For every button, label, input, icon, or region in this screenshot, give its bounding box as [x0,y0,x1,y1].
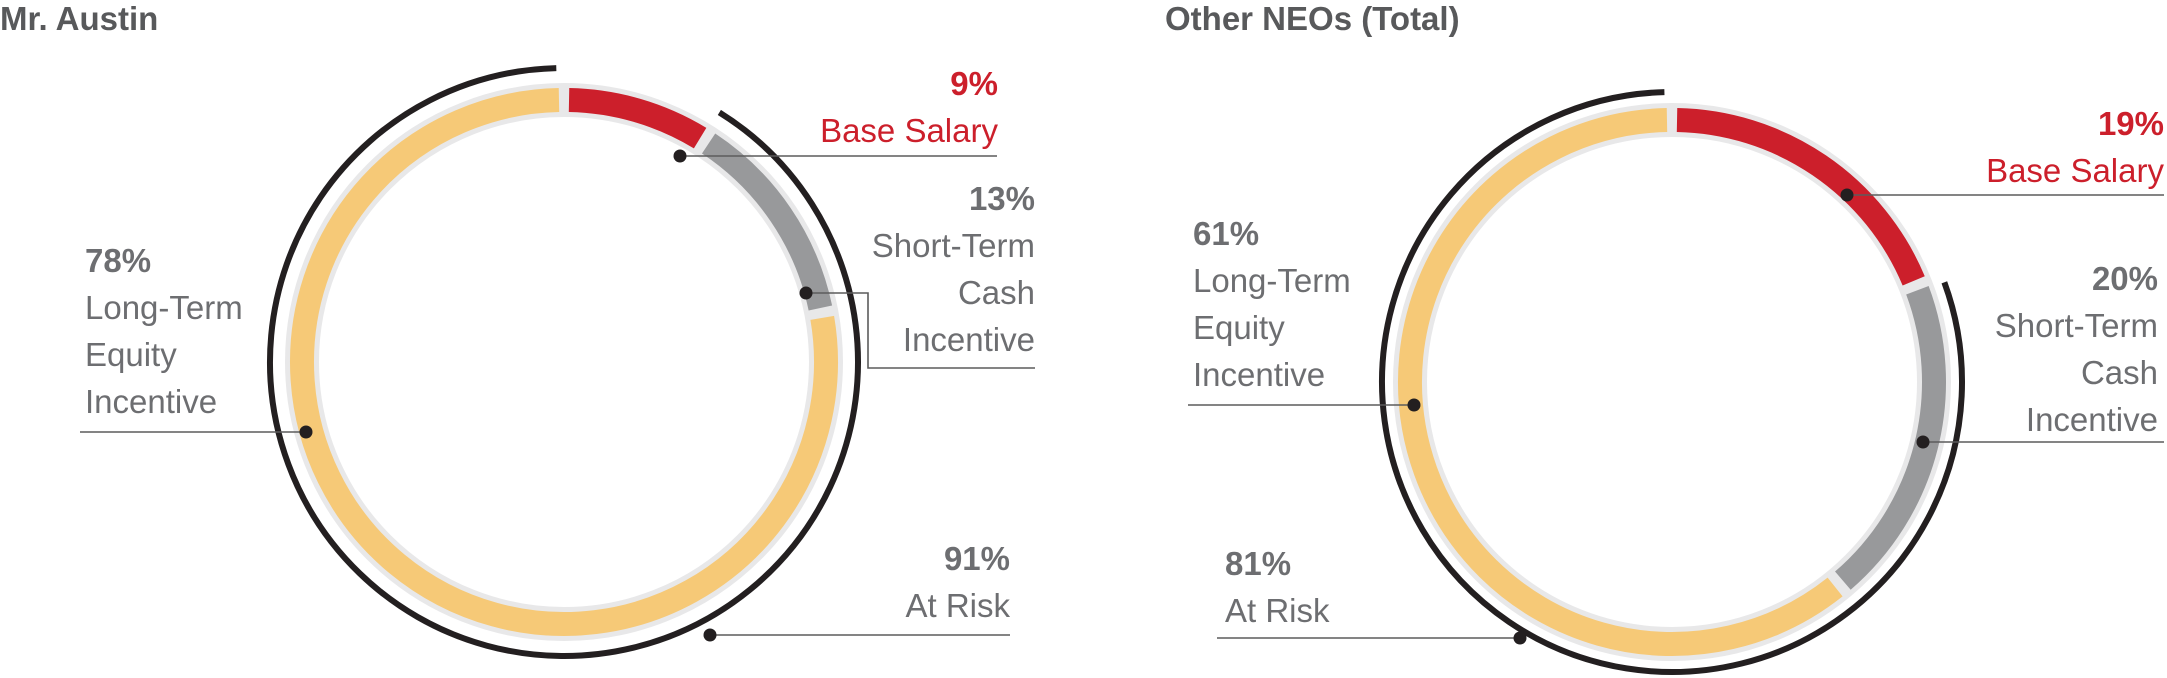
donut-chart-0: 9% Base Salary 13% Short-Term Cash Incentive 7… [80,65,1035,659]
leader-dot-base [673,149,687,163]
leader-dot-short [1916,435,1930,449]
label-short-line: Short-Term [872,227,1035,264]
segment-base-salary [1676,108,1925,286]
label-long-line: Long-Term [85,289,243,326]
segment-base-salary [568,88,707,149]
label-risk-pct: 81% [1225,545,1291,582]
segment-long-term-equity-incentive [1398,108,1843,656]
leader-dot-long [299,425,313,439]
donut-chart-1: 19% Base Salary 20% Short-Term Cash Incentive… [1188,89,2164,675]
leader-dot-risk [703,628,717,642]
label-long-line: Incentive [85,383,217,420]
label-risk-line: At Risk [905,587,1010,624]
label-long-line: Incentive [1193,356,1325,393]
segment-long-term-equity-incentive [290,88,838,636]
label-long-pct: 78% [85,242,151,279]
label-base-line: Base Salary [1986,152,2164,189]
chart-title-other-neos: Other NEOs (Total) [1165,0,1460,37]
segment-short-term-cash-incentive [701,133,833,311]
leader-dot-risk [1513,631,1527,645]
label-base-line: Base Salary [820,112,998,149]
label-long-line: Equity [1193,309,1285,346]
label-short-line: Incentive [903,321,1035,358]
label-short-line: Short-Term [1995,307,2158,344]
leader-line-short [806,292,1035,369]
leader-dot-base [1840,188,1854,202]
label-short-line: Cash [958,274,1035,311]
label-risk-line: At Risk [1225,592,1330,629]
chart-title-mr-austin: Mr. Austin [0,0,158,37]
label-short-line: Incentive [2026,401,2158,438]
label-base-pct: 9% [950,65,998,102]
leader-dot-long [1407,398,1421,412]
label-risk-pct: 91% [944,540,1010,577]
label-short-pct: 13% [969,180,1035,217]
label-long-pct: 61% [1193,215,1259,252]
label-long-line: Long-Term [1193,262,1351,299]
label-short-pct: 20% [2092,260,2158,297]
at-risk-arc [1379,89,1965,675]
label-long-line: Equity [85,336,177,373]
leader-dot-short [799,286,813,300]
label-short-line: Cash [2081,354,2158,391]
at-risk-arc [267,65,862,659]
label-base-pct: 19% [2098,105,2164,142]
